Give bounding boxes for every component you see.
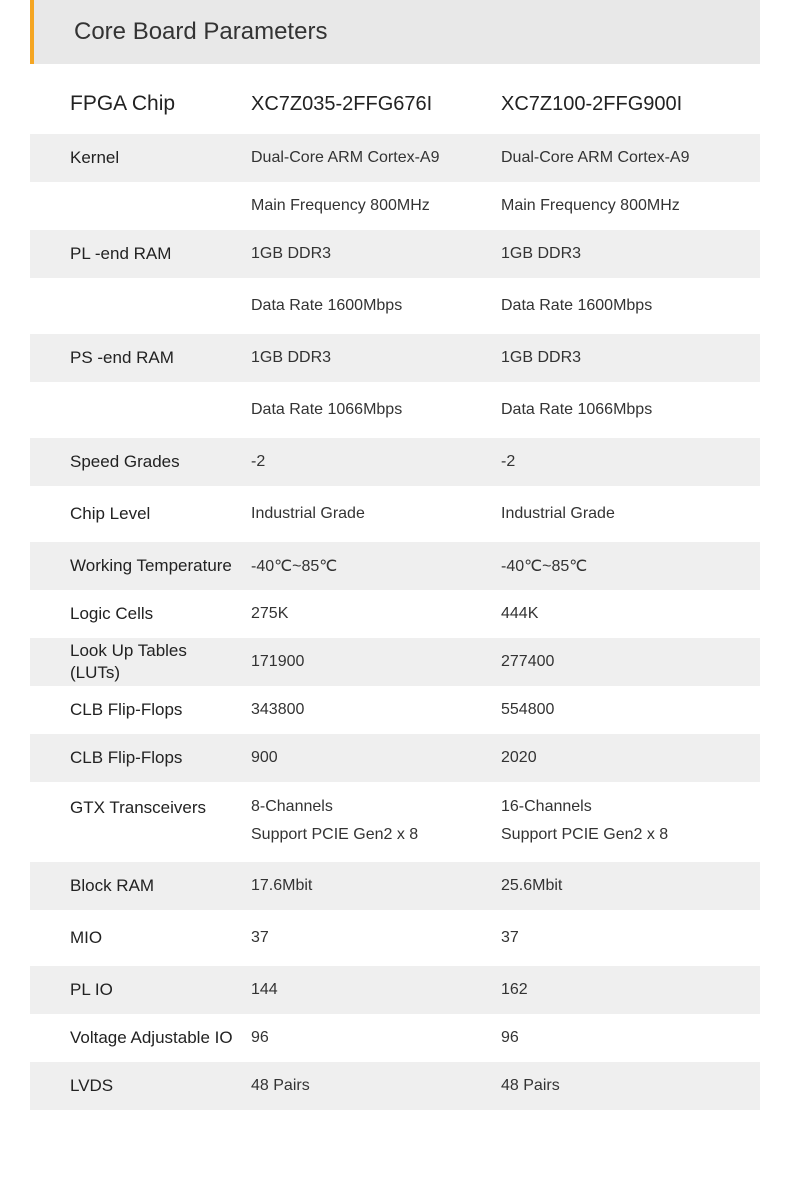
row-value-2: 16-Channels Support PCIE Gen2 x 8 (498, 798, 760, 844)
table-row: CLB Flip-Flops9002020 (30, 734, 760, 782)
row-label: Look Up Tables (LUTs) (30, 640, 248, 684)
table-row: LVDS48 Pairs48 Pairs (30, 1062, 760, 1110)
table-row: Data Rate 1600MbpsData Rate 1600Mbps (30, 278, 760, 334)
table-row: Voltage Adjustable IO9696 (30, 1014, 760, 1062)
row-value-2: Data Rate 1066Mbps (498, 401, 760, 419)
table-row: Speed Grades-2-2 (30, 438, 760, 486)
row-value-1: 8-Channels Support PCIE Gen2 x 8 (248, 798, 498, 844)
row-label: GTX Transceivers (30, 798, 248, 818)
header-chip1: XC7Z035-2FFG676I (248, 93, 498, 116)
row-label: Speed Grades (30, 452, 248, 472)
table-row: Data Rate 1066MbpsData Rate 1066Mbps (30, 382, 760, 438)
row-label: Chip Level (30, 504, 248, 524)
row-label: PL IO (30, 980, 248, 1000)
row-value-2: Main Frequency 800MHz (498, 197, 760, 215)
row-label: Voltage Adjustable IO (30, 1027, 248, 1049)
row-label: MIO (30, 928, 248, 948)
row-value-2: 48 Pairs (498, 1077, 760, 1095)
header-chip2: XC7Z100-2FFG900I (498, 93, 760, 116)
row-value-1: 275K (248, 605, 498, 623)
row-value-2: 37 (498, 929, 760, 947)
row-value-1: Dual-Core ARM Cortex-A9 (248, 149, 498, 167)
row-value-1: 171900 (248, 653, 498, 671)
row-value-1a: 8-Channels (251, 798, 488, 816)
table-row: MIO3737 (30, 910, 760, 966)
table-row: Look Up Tables (LUTs)171900277400 (30, 638, 760, 686)
header-label: FPGA Chip (30, 92, 248, 116)
row-value-2: -40℃~85℃ (498, 556, 760, 576)
table-row: Logic Cells275K444K (30, 590, 760, 638)
row-label: Working Temperature (30, 555, 248, 577)
row-value-2: Dual-Core ARM Cortex-A9 (498, 149, 760, 167)
row-label: LVDS (30, 1076, 248, 1096)
section-header: Core Board Parameters (30, 0, 760, 64)
row-value-2b: Support PCIE Gen2 x 8 (501, 826, 750, 844)
container: Core Board Parameters FPGA Chip XC7Z035-… (0, 0, 790, 1110)
section-title: Core Board Parameters (74, 18, 760, 46)
row-value-1: Data Rate 1600Mbps (248, 297, 498, 315)
row-value-2: Data Rate 1600Mbps (498, 297, 760, 315)
table-row: GTX Transceivers8-Channels Support PCIE G… (30, 782, 760, 862)
row-value-1: 48 Pairs (248, 1077, 498, 1095)
row-value-2: -2 (498, 453, 760, 471)
table-row: PS -end RAM1GB DDR31GB DDR3 (30, 334, 760, 382)
table-header-row: FPGA Chip XC7Z035-2FFG676I XC7Z100-2FFG9… (30, 64, 760, 134)
row-value-2: 2020 (498, 749, 760, 767)
row-value-2: 1GB DDR3 (498, 349, 760, 367)
table-row: Block RAM17.6Mbit25.6Mbit (30, 862, 760, 910)
row-value-1: 144 (248, 981, 498, 999)
row-label: PL -end RAM (30, 244, 248, 264)
row-value-1: Data Rate 1066Mbps (248, 401, 498, 419)
table-row: Working Temperature-40℃~85℃-40℃~85℃ (30, 542, 760, 590)
row-value-2: 554800 (498, 701, 760, 719)
table-row: CLB Flip-Flops343800554800 (30, 686, 760, 734)
row-value-1: 1GB DDR3 (248, 349, 498, 367)
table-row: Chip LevelIndustrial GradeIndustrial Gra… (30, 486, 760, 542)
row-value-2: 96 (498, 1029, 760, 1047)
table-row: Main Frequency 800MHzMain Frequency 800M… (30, 182, 760, 230)
row-value-1: -40℃~85℃ (248, 556, 498, 576)
row-value-1: -2 (248, 453, 498, 471)
row-value-1: 900 (248, 749, 498, 767)
row-label: Block RAM (30, 876, 248, 896)
row-value-2: 277400 (498, 653, 760, 671)
row-value-1: 343800 (248, 701, 498, 719)
row-value-1: 17.6Mbit (248, 877, 498, 895)
row-label: PS -end RAM (30, 348, 248, 368)
table-body: KernelDual-Core ARM Cortex-A9Dual-Core A… (30, 134, 760, 1110)
row-value-2: 162 (498, 981, 760, 999)
row-value-1: Main Frequency 800MHz (248, 197, 498, 215)
table-row: PL IO144162 (30, 966, 760, 1014)
row-value-1b: Support PCIE Gen2 x 8 (251, 826, 488, 844)
row-value-1: 37 (248, 929, 498, 947)
row-value-1: Industrial Grade (248, 505, 498, 523)
row-value-2: 444K (498, 605, 760, 623)
row-value-2: Industrial Grade (498, 505, 760, 523)
row-label: CLB Flip-Flops (30, 700, 248, 720)
row-value-2a: 16-Channels (501, 798, 750, 816)
row-value-2: 25.6Mbit (498, 877, 760, 895)
row-label: Logic Cells (30, 604, 248, 624)
table-row: KernelDual-Core ARM Cortex-A9Dual-Core A… (30, 134, 760, 182)
row-value-2: 1GB DDR3 (498, 245, 760, 263)
row-value-1: 1GB DDR3 (248, 245, 498, 263)
row-label: CLB Flip-Flops (30, 748, 248, 768)
row-value-1: 96 (248, 1029, 498, 1047)
table-row: PL -end RAM1GB DDR31GB DDR3 (30, 230, 760, 278)
parameters-table: FPGA Chip XC7Z035-2FFG676I XC7Z100-2FFG9… (30, 64, 760, 1110)
row-label: Kernel (30, 148, 248, 168)
